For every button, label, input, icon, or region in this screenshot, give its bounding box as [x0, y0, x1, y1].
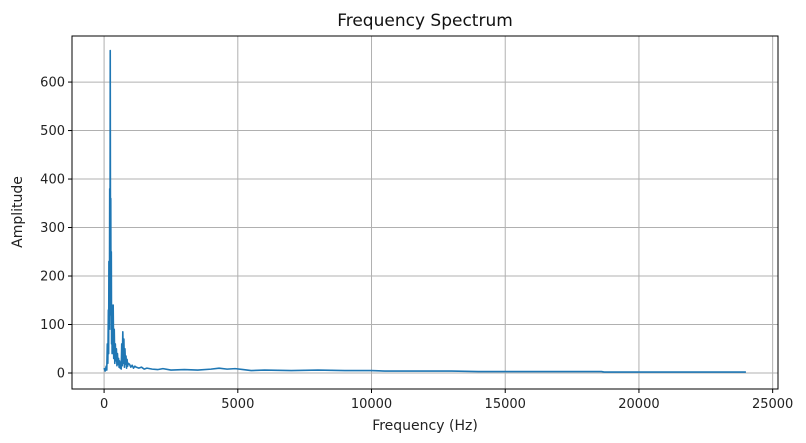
y-tick-label: 100 — [40, 318, 65, 333]
y-tick-label: 600 — [40, 76, 65, 91]
y-tick-label: 0 — [57, 366, 65, 381]
chart-title: Frequency Spectrum — [337, 11, 513, 31]
y-tick-label: 500 — [40, 124, 65, 139]
x-tick-label: 10000 — [351, 397, 392, 412]
series-layer — [103, 49, 746, 373]
x-tick-label: 20000 — [618, 397, 659, 412]
ticks-layer: 0 5000 10000 15000 20000 25000 0 100 200 300 400 50… — [40, 76, 793, 412]
y-tick-label: 200 — [40, 270, 65, 285]
x-tick-label: 15000 — [485, 397, 526, 412]
y-axis-label: Amplitude — [10, 176, 26, 248]
series-line — [103, 49, 746, 373]
grid-layer — [72, 36, 778, 389]
x-tick-label: 25000 — [752, 397, 793, 412]
y-tick-label: 300 — [40, 221, 65, 236]
x-axis-label: Frequency (Hz) — [372, 418, 478, 434]
plot-frame — [71, 35, 779, 390]
x-tick-label: 5000 — [221, 397, 254, 412]
y-tick-label: 400 — [40, 173, 65, 188]
axes-layer — [71, 35, 779, 390]
x-tick-label: 0 — [100, 397, 108, 412]
